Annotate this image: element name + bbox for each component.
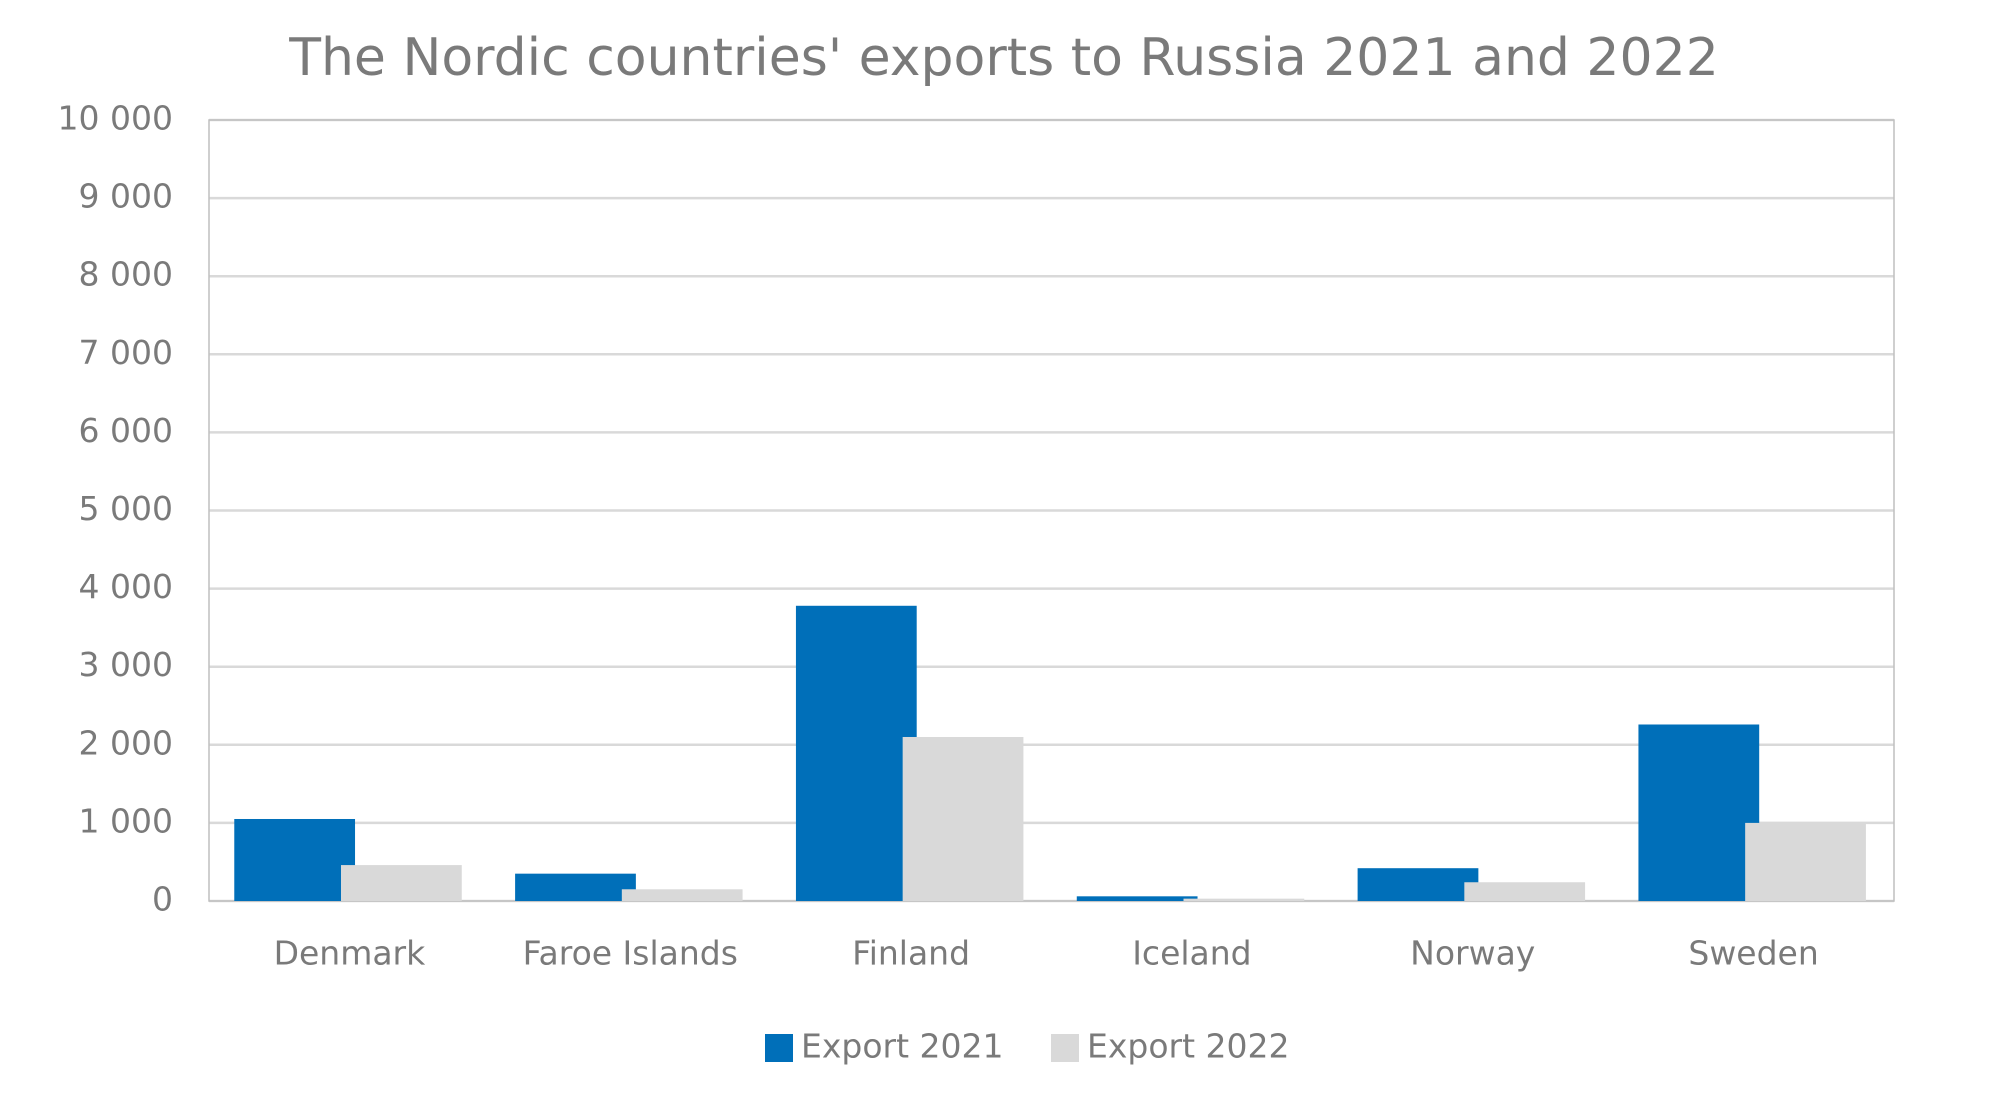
y-tick-label: 1 000 [79,801,173,840]
bar [1464,882,1586,901]
bar [621,889,743,901]
x-tick-label: Iceland [1132,934,1251,973]
legend-label: Export 2021 [801,1027,1004,1066]
bar [902,736,1024,901]
y-tick-label: 5 000 [79,489,173,528]
bar [1076,896,1198,901]
x-tick-label: Norway [1410,934,1535,973]
y-tick-label: 6 000 [79,411,173,450]
bar [340,865,462,901]
y-tick-label: 9 000 [79,177,173,216]
x-tick-label: Faroe Islands [523,934,738,973]
x-tick-label: Finland [852,934,970,973]
bar [1357,868,1479,901]
bar [1638,724,1760,901]
legend-swatch [765,1034,793,1062]
bar [234,818,356,901]
y-tick-label: 10 000 [58,99,173,138]
y-tick-label: 7 000 [79,333,173,372]
bar [1183,898,1305,901]
bar [1745,822,1866,901]
y-tick-label: 3 000 [79,645,173,684]
plot-border [208,119,1895,902]
x-tick-label: Denmark [274,934,427,973]
x-tick-label: Sweden [1688,934,1818,973]
bar [515,873,636,901]
y-tick-label: 0 [152,880,173,919]
legend-swatch [1051,1034,1079,1062]
chart-title: The Nordic countries' exports to Russia … [288,28,1719,88]
y-tick-label: 2 000 [79,723,173,762]
y-tick-label: 8 000 [79,255,173,294]
legend-label: Export 2022 [1087,1027,1290,1066]
bar [795,605,917,901]
y-tick-label: 4 000 [79,567,173,606]
